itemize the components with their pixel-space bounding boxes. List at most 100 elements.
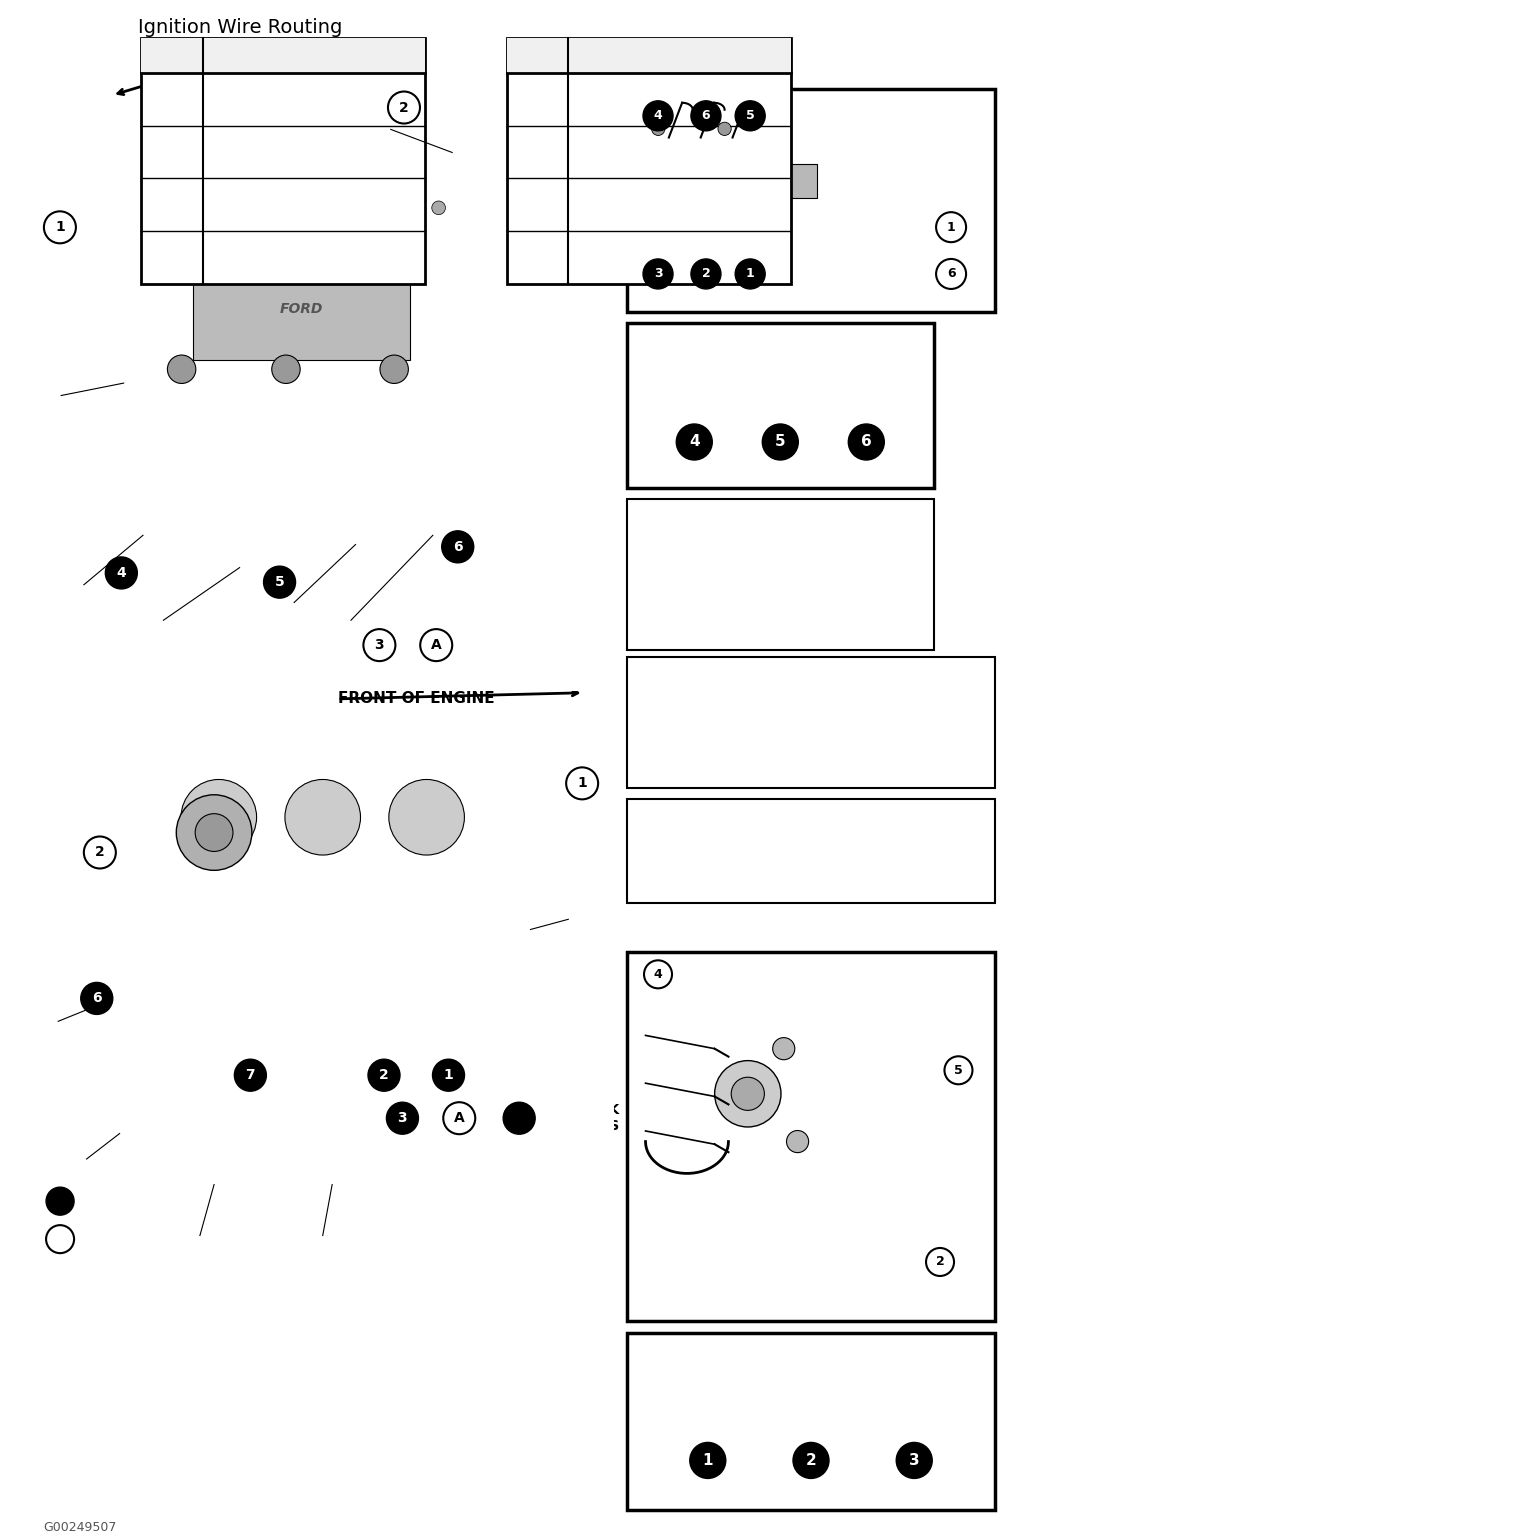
Bar bbox=[143, 1057, 209, 1184]
Text: Item: Item bbox=[513, 48, 551, 63]
Circle shape bbox=[786, 1130, 808, 1152]
Text: G00249507: G00249507 bbox=[43, 1521, 117, 1533]
Circle shape bbox=[731, 1077, 765, 1111]
Text: 7: 7 bbox=[246, 1068, 255, 1083]
Circle shape bbox=[690, 1442, 727, 1479]
Circle shape bbox=[926, 1247, 954, 1276]
Text: 2: 2 bbox=[702, 267, 710, 281]
Bar bbox=[507, 38, 791, 72]
Text: 3: 3 bbox=[398, 1111, 407, 1126]
Text: A: A bbox=[158, 250, 167, 264]
Circle shape bbox=[364, 630, 395, 660]
Text: Description: Description bbox=[209, 48, 307, 63]
Circle shape bbox=[46, 1187, 74, 1215]
Circle shape bbox=[935, 260, 966, 289]
Text: Ignition Wire Separator (7
Req'd): Ignition Wire Separator (7 Req'd) bbox=[209, 81, 381, 109]
Text: 5: 5 bbox=[746, 109, 754, 123]
Text: 5: 5 bbox=[275, 574, 284, 590]
Bar bbox=[627, 323, 934, 488]
Bar bbox=[627, 1333, 995, 1510]
Bar bbox=[38, 100, 607, 691]
Circle shape bbox=[45, 212, 75, 243]
Text: 5: 5 bbox=[776, 435, 785, 450]
Circle shape bbox=[167, 355, 195, 384]
Bar bbox=[260, 184, 347, 346]
Circle shape bbox=[369, 1060, 399, 1091]
Circle shape bbox=[106, 558, 137, 588]
Text: VIEW B: VIEW B bbox=[725, 289, 786, 304]
Circle shape bbox=[714, 1061, 780, 1127]
Bar bbox=[777, 163, 817, 198]
Text: 4: 4 bbox=[690, 435, 699, 450]
Text: 2: 2 bbox=[379, 1068, 389, 1083]
Circle shape bbox=[433, 1060, 464, 1091]
Text: NOTE: MAKE SURE
RETAINER CLIP IS
FULLY ENGAGED
ON COIL TOWER: NOTE: MAKE SURE RETAINER CLIP IS FULLY E… bbox=[634, 507, 786, 574]
Text: SPARK
PLUGS: SPARK PLUGS bbox=[568, 1103, 619, 1134]
Bar bbox=[389, 817, 464, 1011]
Bar bbox=[627, 952, 995, 1321]
Circle shape bbox=[327, 201, 341, 215]
Text: NOTE: INSTALLATION
ORDER FOR RH IGNITION
WIRES ARE:: NOTE: INSTALLATION ORDER FOR RH IGNITION… bbox=[634, 333, 859, 382]
Text: Spark Plug (6 Req'd): Spark Plug (6 Req'd) bbox=[209, 186, 344, 200]
Circle shape bbox=[177, 794, 252, 871]
Circle shape bbox=[81, 983, 112, 1014]
Circle shape bbox=[389, 779, 464, 856]
Text: 3: 3 bbox=[158, 197, 167, 210]
Bar bbox=[362, 184, 452, 346]
Text: A: A bbox=[432, 637, 441, 653]
Text: A: A bbox=[455, 1111, 464, 1126]
Circle shape bbox=[444, 1103, 475, 1134]
Text: 2: 2 bbox=[935, 1255, 945, 1269]
Text: 1: 1 bbox=[444, 1068, 453, 1083]
Polygon shape bbox=[123, 129, 510, 591]
Text: REFER TO LEGEND: REFER TO LEGEND bbox=[80, 1232, 210, 1246]
Circle shape bbox=[793, 1442, 829, 1479]
Text: FRONT OF
ENGINE: FRONT OF ENGINE bbox=[894, 167, 965, 195]
Bar bbox=[181, 817, 257, 1011]
Circle shape bbox=[691, 101, 720, 131]
Circle shape bbox=[264, 567, 295, 598]
Text: FRONT OF ENGINE: FRONT OF ENGINE bbox=[338, 691, 495, 707]
Bar bbox=[194, 258, 410, 359]
Bar bbox=[238, 1057, 304, 1184]
Circle shape bbox=[736, 101, 765, 131]
Circle shape bbox=[266, 201, 280, 215]
Text: 6: 6 bbox=[702, 109, 710, 123]
Circle shape bbox=[286, 779, 361, 856]
Text: 1: 1 bbox=[158, 91, 167, 106]
Bar bbox=[155, 184, 243, 346]
Bar bbox=[427, 1057, 493, 1184]
Circle shape bbox=[432, 201, 445, 215]
Text: 1: 1 bbox=[746, 267, 754, 281]
Bar bbox=[653, 138, 754, 215]
Text: 3: 3 bbox=[375, 637, 384, 653]
Text: 2: 2 bbox=[95, 845, 104, 860]
Circle shape bbox=[736, 260, 765, 289]
Text: 2: 2 bbox=[806, 1453, 816, 1468]
Circle shape bbox=[235, 1060, 266, 1091]
Bar bbox=[627, 499, 934, 650]
Text: 5: 5 bbox=[524, 144, 533, 158]
Text: 6: 6 bbox=[946, 267, 955, 281]
Bar bbox=[38, 714, 614, 1336]
Text: FRONT OF ENGINE: FRONT OF ENGINE bbox=[737, 965, 865, 977]
Circle shape bbox=[644, 260, 673, 289]
Circle shape bbox=[848, 424, 885, 459]
Text: 4: 4 bbox=[654, 109, 662, 123]
Text: 6: 6 bbox=[524, 197, 533, 210]
Circle shape bbox=[945, 1057, 972, 1084]
Text: 6: 6 bbox=[862, 435, 871, 450]
Bar bbox=[627, 657, 995, 788]
Text: VIEW A: VIEW A bbox=[487, 316, 548, 332]
Text: 2: 2 bbox=[158, 144, 167, 158]
Bar bbox=[507, 38, 791, 284]
Polygon shape bbox=[97, 777, 568, 1195]
Text: Item: Item bbox=[147, 48, 186, 63]
Text: 4: 4 bbox=[524, 91, 533, 106]
Circle shape bbox=[691, 260, 720, 289]
Circle shape bbox=[421, 630, 452, 660]
Text: 6: 6 bbox=[92, 991, 101, 1006]
Circle shape bbox=[442, 531, 473, 562]
Text: IGNITION WIRE
ROUTING: IGNITION WIRE ROUTING bbox=[80, 1186, 197, 1217]
Text: 5: 5 bbox=[954, 1064, 963, 1077]
